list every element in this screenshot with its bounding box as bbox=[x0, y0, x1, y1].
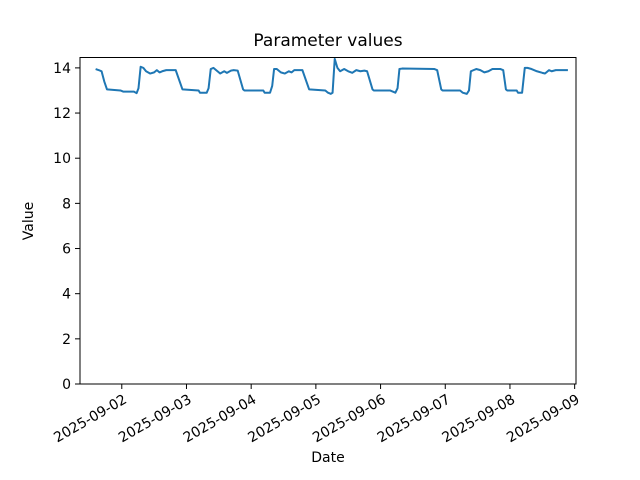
x-tick-label: 2025-09-09 bbox=[504, 392, 582, 447]
y-tick-label: 2 bbox=[62, 332, 71, 348]
x-tick-label: 2025-09-07 bbox=[375, 392, 453, 447]
plot-border bbox=[79, 57, 577, 385]
y-tick-label: 0 bbox=[62, 377, 71, 393]
x-tick-label: 2025-09-06 bbox=[310, 392, 389, 447]
y-tick-label: 10 bbox=[53, 151, 71, 167]
x-tick-label: 2025-09-04 bbox=[181, 392, 260, 447]
x-axis-label: Date bbox=[311, 450, 344, 466]
x-tick-label: 2025-09-05 bbox=[245, 392, 323, 447]
chart-title: Parameter values bbox=[253, 31, 402, 51]
plot-area bbox=[80, 57, 576, 384]
y-tick-label: 6 bbox=[62, 242, 71, 258]
y-tick-label: 4 bbox=[62, 287, 71, 303]
y-axis-label: Value bbox=[21, 202, 37, 240]
y-axis-ticks: 0 2 4 6 8 10 12 14 bbox=[53, 61, 80, 393]
y-tick-label: 12 bbox=[53, 106, 71, 122]
y-tick-label: 8 bbox=[62, 196, 71, 212]
data-line bbox=[95, 57, 568, 95]
y-tick-label: 14 bbox=[53, 61, 71, 77]
x-axis-ticks: 2025-09-022025-09-032025-09-042025-09-05… bbox=[51, 384, 583, 447]
x-tick-label: 2025-09-08 bbox=[439, 392, 517, 447]
x-tick-label: 2025-09-03 bbox=[116, 392, 194, 447]
x-tick-label: 2025-09-02 bbox=[51, 392, 129, 447]
